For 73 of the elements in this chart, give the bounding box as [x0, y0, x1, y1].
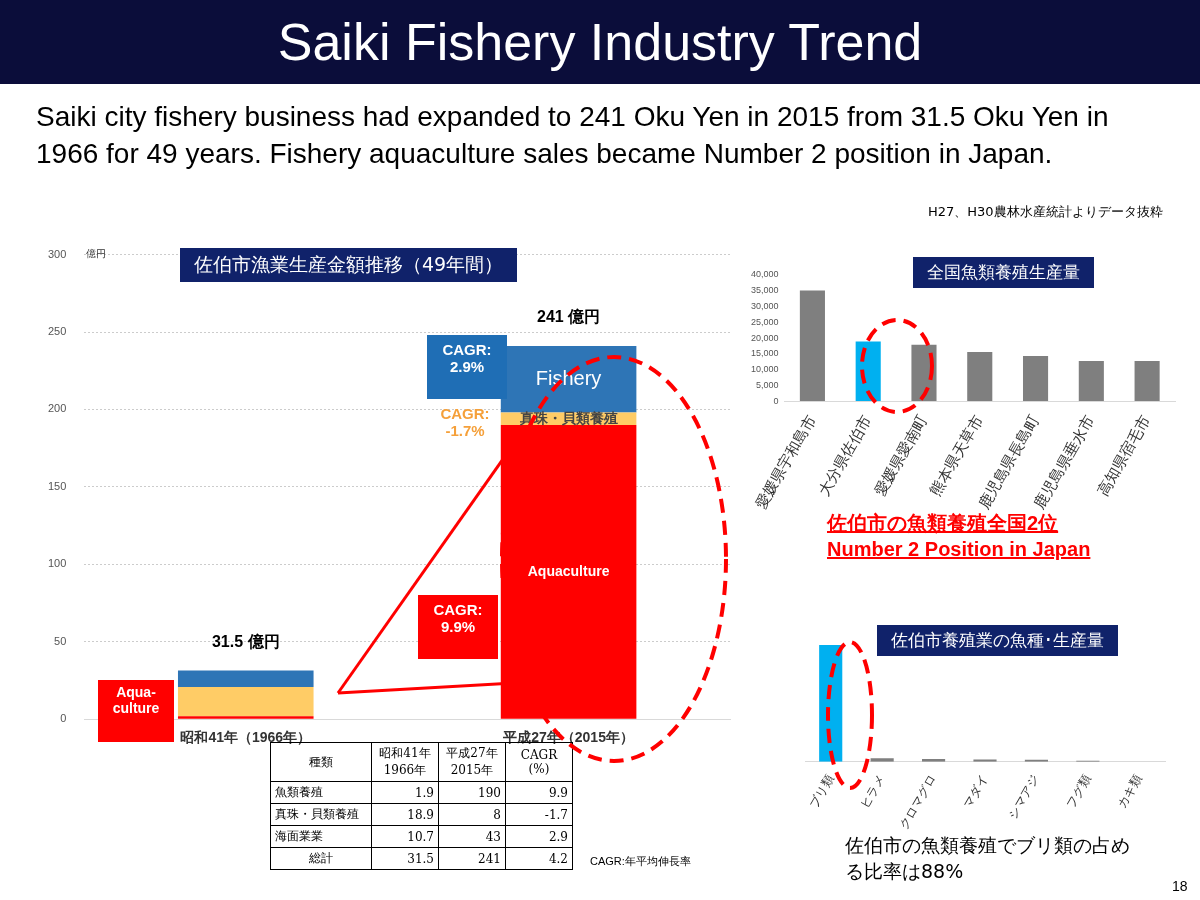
text: 4.2 — [505, 847, 573, 870]
y-tick-label: 35,000 — [751, 285, 779, 296]
text: 241 — [438, 847, 506, 870]
chart-title: 全国魚類養殖生産量 — [913, 257, 1094, 288]
bar — [1134, 361, 1160, 402]
text: 2.9 — [505, 825, 573, 848]
bar — [500, 424, 637, 719]
x-tick-label: 高知県宿毛市 — [1093, 411, 1154, 499]
text: Saiki city fishery business had expanded to 241 Oku Yen in 2015 from 31.5 Oku Yen in 1966 for 49 years. Fishery aquaculture sales became Number 2 position in Japan. — [36, 100, 1110, 171]
text: 種類 — [309, 754, 333, 769]
y-tick-label: 5,000 — [756, 379, 779, 390]
text: -1.7 — [505, 803, 573, 826]
bar — [1078, 361, 1104, 402]
x-tick-label: ヒラメ — [857, 772, 888, 811]
bar — [177, 686, 314, 717]
text: Number 2 Position in Japan — [827, 538, 1091, 561]
text: 昭和41年 1966年 — [371, 742, 439, 782]
text: Saiki Fishery Industry Trend — [0, 0, 1200, 84]
total-label: 31.5 億円 — [211, 632, 280, 650]
text: H27、H30農林水産統計よりデータ抜粋 — [928, 203, 1163, 221]
y-tick-label: 30,000 — [751, 301, 779, 311]
y-tick-label: 100 — [47, 557, 67, 570]
y-tick-label: 10,000 — [751, 364, 779, 375]
annotation: CAGR: 9.9% — [418, 595, 498, 659]
y-tick-label: 50 — [54, 634, 67, 647]
text: 真珠・貝類養殖 — [270, 803, 372, 826]
total-label: 241 億円 — [537, 308, 601, 326]
chart-title: 佐伯市養殖業の魚種･生産量 — [877, 625, 1118, 656]
y-tick-label: 150 — [47, 479, 67, 492]
chart-title: 佐伯市漁業生産金額推移（49年間） — [180, 248, 518, 282]
y-tick-label: 20,000 — [751, 332, 779, 343]
y-tick-label: 25,000 — [751, 316, 779, 327]
y-tick-label: 0 — [60, 712, 67, 725]
bar — [799, 290, 825, 402]
text: 海面業業 — [270, 825, 372, 848]
bar — [177, 716, 314, 719]
text: 佐伯市の魚類養殖でブリ類の占める比率は88% — [845, 833, 1131, 884]
text: 1.9 — [371, 781, 439, 804]
text: 18 — [1172, 878, 1188, 894]
y-tick-label: 40,000 — [751, 269, 779, 280]
annotation: CAGR: -1.7% — [439, 405, 491, 439]
y-tick-label: 250 — [47, 325, 67, 338]
text: 総計 — [270, 847, 372, 870]
bar — [1023, 356, 1049, 402]
text: 18.9 — [371, 803, 439, 826]
y-tick-label: 15,000 — [751, 348, 779, 359]
x-tick-label: カキ類 — [1114, 772, 1145, 811]
text: 8 — [438, 803, 506, 826]
text: 190 — [438, 781, 506, 804]
y-tick-label: 0 — [773, 395, 779, 406]
x-tick-label: フグ類 — [1063, 772, 1094, 811]
annotation: CAGR: 2.9% — [427, 335, 507, 399]
text: CAGR:年平均伸長率 — [590, 854, 691, 869]
text: 佐伯市の魚類養殖全国2位 — [827, 511, 1059, 536]
text: 43 — [438, 825, 506, 848]
text: CAGR (%) — [520, 748, 558, 776]
x-tick-label: シマアジ — [1005, 772, 1042, 822]
text: 31.5 — [371, 847, 439, 870]
bar — [967, 351, 993, 402]
x-tick-label: マダイ — [960, 772, 991, 811]
text: 10.7 — [371, 825, 439, 848]
bar — [177, 670, 314, 687]
y-tick-label: 200 — [47, 402, 67, 415]
x-tick-label: 昭和41年（1966年） — [180, 729, 312, 746]
text: 魚類養殖 — [270, 781, 372, 804]
x-tick-label: ブリ類 — [806, 772, 837, 811]
x-tick-label: クロマグロ — [896, 772, 940, 832]
series-label: Aquaculture — [527, 562, 610, 579]
text: 9.9 — [505, 781, 573, 804]
y-tick-label: 300 — [47, 247, 67, 260]
text: 平成27年 2015年 — [446, 746, 498, 777]
annotation: Aqua- culture — [98, 680, 174, 742]
y-axis-title: 億円 — [86, 248, 107, 260]
